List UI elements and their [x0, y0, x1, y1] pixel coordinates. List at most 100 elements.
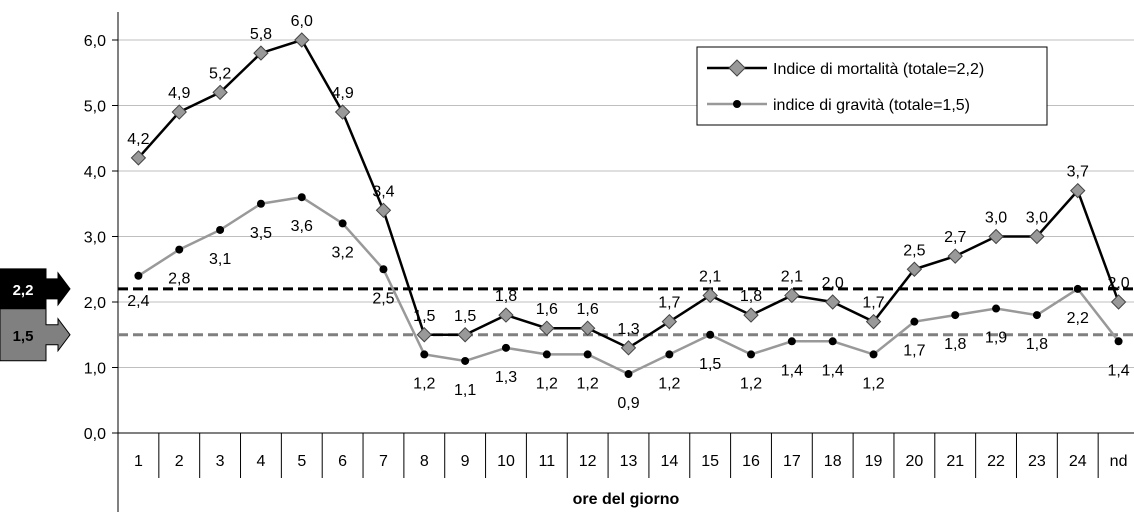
mortalita-point [212, 84, 228, 101]
gravita-point [624, 370, 633, 379]
gravita-data-label: 1,8 [944, 336, 966, 353]
gravita-data-label: 1,5 [699, 356, 721, 373]
gravita-point [992, 304, 1001, 313]
mortalita-data-label: 3,0 [1026, 210, 1048, 227]
x-tick-label: 2 [175, 453, 184, 470]
x-tick-label: 13 [620, 453, 638, 470]
x-tick-label: 17 [783, 453, 801, 470]
gravita-point [787, 337, 796, 346]
mortalita-point [539, 320, 555, 336]
gravita-point [379, 265, 388, 274]
gravita-data-label: 1,4 [822, 362, 844, 379]
gravita-point [216, 225, 225, 234]
gravita-data-label: 1,9 [985, 330, 1007, 347]
gravita-data-label: 1,4 [781, 362, 803, 379]
mortalita-point [702, 287, 718, 304]
y-tick-label: 4,0 [84, 164, 106, 181]
mortalita-data-label: 3,7 [1067, 164, 1089, 181]
mortalita-point [130, 150, 147, 166]
gravita-data-label: 2,2 [1067, 310, 1089, 327]
y-tick-label: 6,0 [84, 33, 106, 50]
mortalita-point [457, 327, 473, 343]
mortalita-data-label: 2,0 [822, 275, 844, 292]
mortalita-point [171, 104, 187, 120]
reference-badge [0, 308, 71, 362]
x-tick-label: 15 [701, 453, 719, 470]
gravita-data-label: 1,2 [536, 375, 558, 392]
mortalita-data-label: 5,8 [250, 26, 272, 43]
mortalita-data-label: 4,9 [168, 85, 190, 102]
gravita-point [1114, 337, 1123, 346]
gravita-data-label: 1,2 [658, 375, 680, 392]
x-tick-label: 18 [824, 453, 842, 470]
x-tick-label: 11 [539, 453, 556, 470]
mortalita-point [620, 340, 637, 356]
gravita-point [461, 356, 470, 365]
mortalita-point [784, 287, 800, 304]
mortalita-point [416, 327, 433, 343]
gravita-data-label: 3,5 [250, 225, 272, 242]
gravita-point [501, 343, 510, 352]
reference-badge [0, 268, 71, 310]
mortalita-data-label: 4,2 [127, 131, 149, 148]
x-tick-label: 1 [134, 453, 143, 470]
x-tick-label: 9 [461, 453, 470, 470]
gravita-point [665, 350, 674, 359]
gravita-point [951, 311, 960, 320]
series-layer: 4,2 4,9 5,2 5,8 6,0 4,9 3,4 1,5 1,5 1,8 1,6 1,6 1,3 1… [127, 13, 1130, 412]
reference-badge-label: 1,5 [13, 328, 34, 345]
y-tick-label: 5,0 [84, 99, 106, 116]
legend-box [696, 46, 1048, 126]
mortalita-point [579, 320, 596, 336]
mortalita-point [824, 294, 841, 310]
mortalita-point [947, 248, 963, 264]
x-axis-title: ore del giorno [573, 491, 680, 508]
gravita-data-label: 1,8 [1026, 336, 1048, 353]
mortalita-data-label: 2,1 [699, 268, 721, 285]
mortalita-data-label: 1,3 [617, 321, 639, 338]
gravita-point [706, 330, 715, 339]
gravita-data-label: 1,2 [740, 375, 762, 392]
reference-lines: 2,2 1,5 [0, 268, 1134, 362]
x-tick-label: 21 [946, 453, 964, 470]
gravita-data-label: 1,2 [577, 375, 599, 392]
gravita-point [1073, 284, 1082, 293]
gravita-point [583, 350, 592, 359]
mortalita-data-label: 1,7 [658, 295, 680, 312]
mortalita-point [661, 313, 678, 330]
mortalita-data-label: 1,5 [454, 308, 476, 325]
gravita-point [175, 245, 184, 254]
gravita-data-label: 1,2 [862, 375, 884, 392]
gravita-data-label: 1,2 [413, 375, 435, 392]
mortalita-data-label: 2,7 [944, 229, 966, 246]
gravita-point [134, 271, 143, 280]
mortalita-data-label: 3,0 [985, 210, 1007, 227]
gravita-point [747, 350, 756, 359]
x-tick-label: 10 [497, 453, 515, 470]
grid-lines [118, 39, 1134, 368]
x-tick-label: 7 [379, 453, 388, 470]
x-tick-label: nd [1110, 453, 1128, 470]
legend: Indice di mortalità (totale=2,2) indice … [696, 46, 1048, 126]
gravita-data-label: 2,8 [168, 271, 190, 288]
x-tick-label: 8 [420, 453, 429, 470]
legend-label-gravita: indice di gravità (totale=1,5) [773, 97, 970, 114]
mortalita-point [743, 307, 759, 323]
gravita-point [256, 199, 265, 208]
mortalita-point [294, 32, 310, 48]
axes: 0,01,02,03,04,05,06,01 2 3 4 5 6 7 8 9 10 11 12 13 14… [84, 12, 1134, 512]
mortalita-data-label: 1,8 [495, 288, 517, 305]
x-tick-label: 16 [742, 453, 760, 470]
mortalita-point [988, 228, 1004, 245]
gravita-data-label: 1,1 [454, 382, 476, 399]
mortalita-point [1110, 294, 1127, 310]
legend-marker-diamond [728, 59, 746, 77]
gravita-data-label: 1,4 [1107, 362, 1129, 379]
mortalita-data-label: 6,0 [291, 13, 313, 30]
x-tick-label: 19 [865, 453, 883, 470]
gravita-data-label: 0,9 [617, 395, 639, 412]
legend-marker-circle [733, 100, 741, 108]
mortalita-data-label: 1,6 [536, 301, 558, 318]
x-tick-label: 20 [905, 453, 923, 470]
mortalita-data-label: 5,2 [209, 65, 231, 82]
